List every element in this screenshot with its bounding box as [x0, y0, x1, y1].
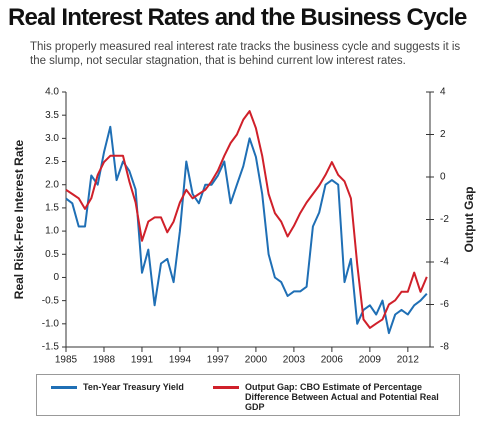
- x-tick-label: 2000: [245, 355, 268, 366]
- x-tick-label: 1988: [93, 355, 116, 366]
- y2-tick-label: -8: [440, 342, 449, 353]
- y-tick-label: 4.0: [45, 87, 59, 98]
- y-tick-label: 0: [53, 272, 59, 283]
- legend-label: Ten-Year Treasury Yield: [83, 382, 184, 392]
- x-tick-label: 1994: [169, 355, 192, 366]
- line-series: [65, 125, 428, 335]
- y2-tick-label: 0: [440, 172, 446, 183]
- y-axis-label: Real Risk-Free Interest Rate: [12, 139, 26, 299]
- legend-swatch: [213, 386, 239, 389]
- x-tick-label: 1997: [207, 355, 230, 366]
- x-tick-label: 1991: [131, 355, 154, 366]
- x-tick-label: 1985: [55, 355, 78, 366]
- y2-tick-label: -4: [440, 257, 449, 268]
- y-tick-label: 2.0: [45, 179, 59, 190]
- y-tick-label: 1.5: [45, 203, 59, 214]
- y2-tick-label: -2: [440, 214, 449, 225]
- legend-swatch: [51, 386, 77, 389]
- y2-tick-label: 4: [440, 87, 446, 98]
- y-tick-label: 1.0: [45, 226, 59, 237]
- y-tick-label: 3.5: [45, 110, 59, 121]
- y2-axis-label: Output Gap: [462, 187, 476, 253]
- y-tick-label: 2.5: [45, 156, 59, 167]
- y-tick-label: -1.5: [42, 342, 60, 353]
- legend-item: Ten-Year Treasury Yield: [51, 382, 201, 392]
- y-tick-label: 0.5: [45, 249, 59, 260]
- x-tick-label: 2009: [359, 355, 382, 366]
- y2-tick-label: 2: [440, 129, 446, 140]
- y2-tick-label: -6: [440, 299, 449, 310]
- legend-item: Output Gap: CBO Estimate of Percentage D…: [213, 382, 443, 412]
- legend-label: Output Gap: CBO Estimate of Percentage D…: [245, 382, 439, 412]
- x-tick-label: 2012: [397, 355, 420, 366]
- y-tick-label: -0.5: [42, 295, 60, 306]
- y-tick-label: -1.0: [42, 318, 60, 329]
- chart-title: Real Interest Rates and the Business Cyc…: [8, 4, 467, 31]
- x-tick-label: 2003: [283, 355, 306, 366]
- legend: Ten-Year Treasury Yield Output Gap: CBO E…: [36, 374, 460, 416]
- line-series: [65, 110, 428, 329]
- x-tick-label: 2006: [321, 355, 344, 366]
- y-tick-label: 3.0: [45, 133, 59, 144]
- chart-subtitle: This properly measured real interest rat…: [30, 41, 461, 67]
